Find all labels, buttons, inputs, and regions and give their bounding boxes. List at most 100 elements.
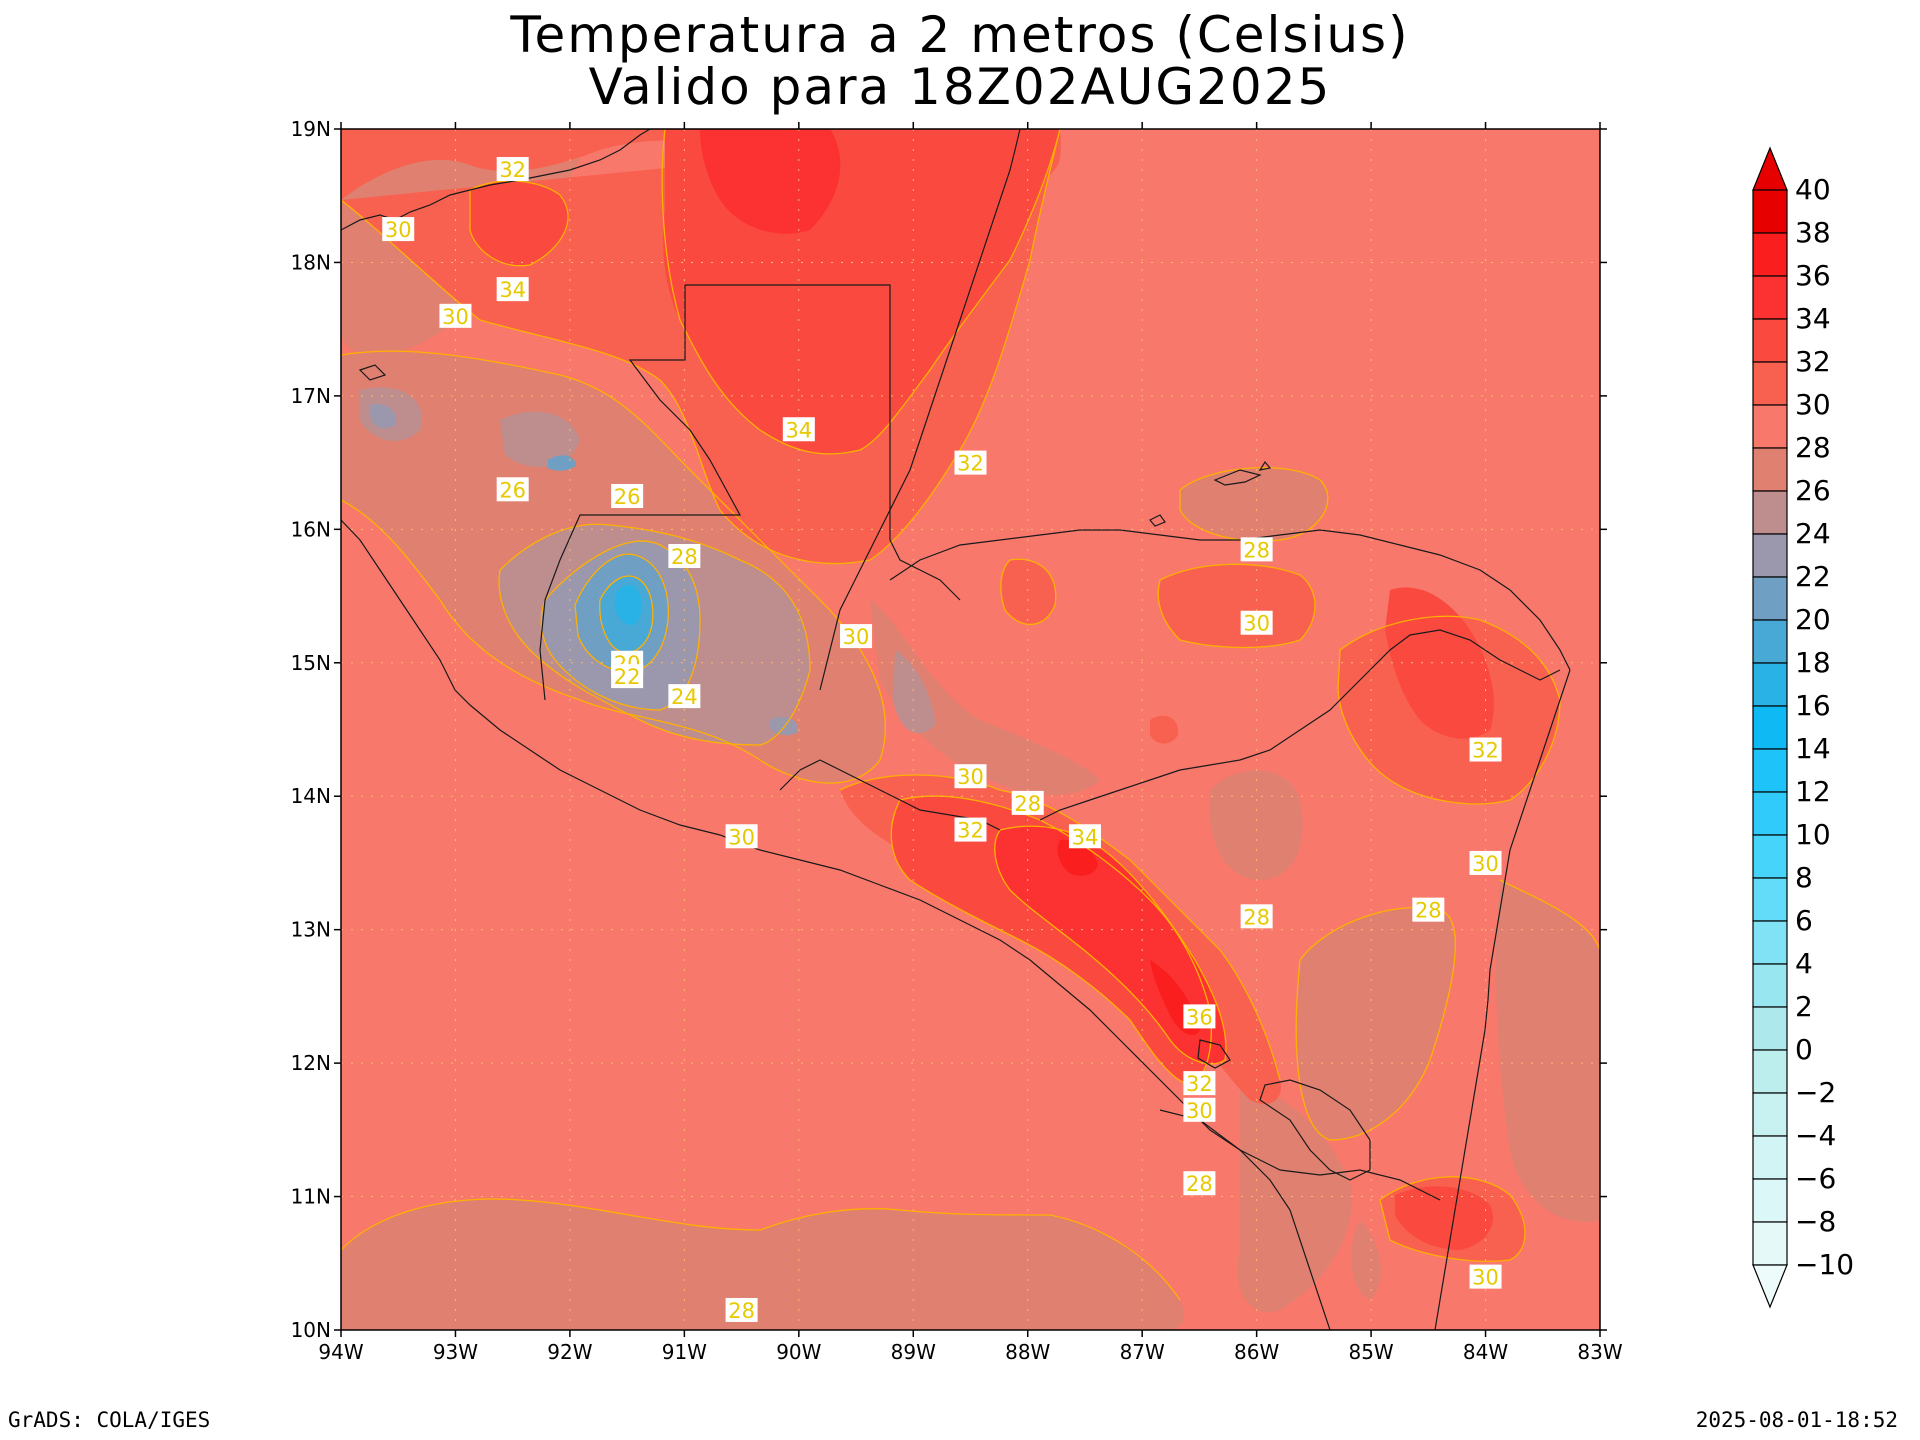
colorbar-label: 8 — [1795, 861, 1813, 894]
x-tick-label: 93W — [433, 1340, 478, 1364]
contour-label-box — [1240, 537, 1273, 562]
contour-label-text: 28 — [1243, 538, 1270, 562]
x-tick-label: 85W — [1348, 1340, 1393, 1364]
x-tick-label: 91W — [662, 1340, 707, 1364]
contour-line — [1499, 879, 1600, 951]
contour-label-box — [725, 1297, 758, 1322]
y-tick-label: 15N — [291, 651, 331, 675]
contour-label: 26 — [611, 483, 644, 509]
colorbar-swatch — [1752, 662, 1788, 707]
temp-region-26-28 — [1237, 1080, 1352, 1312]
contour-line — [839, 774, 1281, 1081]
contour-label: 34 — [782, 417, 815, 442]
contour-label-text: 28 — [1186, 1172, 1213, 1196]
contour-label-text: 28 — [1014, 792, 1041, 816]
coastline — [1434, 669, 1571, 1330]
contour-label: 30 — [840, 624, 873, 649]
temp-region-32-34 — [470, 180, 569, 266]
border — [685, 284, 891, 540]
contour-label-box — [725, 824, 758, 849]
contour-label: 26 — [496, 477, 529, 502]
y-tick-label: 11N — [291, 1185, 331, 1209]
footer-credit: GrADS: COLA/IGES — [8, 1408, 211, 1432]
y-tick-label: 14N — [291, 784, 331, 808]
x-tick-label: 86W — [1234, 1340, 1279, 1364]
contour-label-text: 22 — [614, 665, 641, 689]
contour-label: 32 — [496, 157, 529, 182]
colorbar-swatch — [1752, 877, 1788, 922]
contour-label-text: 30 — [1243, 612, 1270, 636]
colorbar-label: 14 — [1795, 732, 1831, 765]
x-tick-label: 94W — [318, 1340, 363, 1364]
temp-region-26-28 — [1180, 467, 1328, 541]
contour-label-text: 36 — [1186, 1005, 1213, 1029]
contour-label-text: 26 — [499, 478, 526, 502]
contour-label-text: 30 — [442, 305, 469, 329]
coastline — [819, 129, 1021, 691]
contour-label-text: 30 — [385, 218, 412, 242]
contour-line — [1000, 558, 1057, 626]
colorbar-label: 36 — [1795, 259, 1831, 292]
border — [779, 759, 1001, 831]
colorbar-label: 28 — [1795, 431, 1831, 464]
contour-label-text: 28 — [1243, 905, 1270, 929]
colorbar-min-arrow — [1752, 1264, 1788, 1309]
colorbar-label: 4 — [1795, 947, 1813, 980]
contour-label: 30 — [1469, 850, 1502, 876]
y-tick-label: 13N — [291, 918, 331, 942]
colorbar-label: 22 — [1795, 560, 1831, 593]
contour-label: 30 — [1240, 610, 1273, 636]
colorbar-swatch — [1752, 1049, 1788, 1094]
x-tick-label: 89W — [891, 1340, 936, 1364]
temp-region-24-26 — [500, 411, 580, 467]
contour-label: 32 — [1183, 1071, 1216, 1096]
colorbar-label: −8 — [1795, 1205, 1836, 1238]
border — [889, 539, 961, 601]
y-tick-label: 17N — [291, 384, 331, 408]
temp-region-34-36 — [700, 129, 841, 234]
colorbar-label: 34 — [1795, 302, 1831, 335]
colorbar-swatch — [1752, 318, 1788, 363]
contour-line — [661, 129, 1061, 455]
contour-label-box — [1240, 610, 1273, 635]
contour-label-box — [1183, 1004, 1216, 1029]
contour-label: 34 — [496, 277, 529, 302]
contour-label-box — [668, 684, 701, 709]
map-axes: 94W 93W 92W 91W 90W 89W 88W 87W 86W 85W 84W 83W 10N 1… — [291, 117, 1623, 1364]
contour-label: 30 — [1183, 1097, 1216, 1123]
x-tick-label: 90W — [776, 1340, 821, 1364]
contour-label: 22 — [611, 664, 644, 689]
lake-managua — [1197, 1039, 1231, 1069]
temp-region-30-32 — [1150, 715, 1179, 744]
temp-region-32-34 — [1395, 1186, 1494, 1250]
colorbar-label: −4 — [1795, 1119, 1836, 1152]
colorbar-max-arrow — [1752, 146, 1788, 191]
contour-label: 28 — [1240, 537, 1273, 562]
temp-region-26-28 — [1495, 880, 1600, 1222]
temp-region-26-28 — [1209, 770, 1303, 880]
lake-nicaragua — [1259, 1079, 1371, 1181]
temp-region-22-24 — [370, 403, 396, 429]
contour-label-box — [496, 477, 529, 502]
temp-region-20-22 — [548, 455, 576, 471]
contour-label-box — [1469, 1264, 1502, 1289]
contour-label-box — [954, 817, 987, 842]
contour-line — [540, 540, 701, 711]
coastlines-borders — [341, 129, 1571, 1330]
colorbar-swatch — [1752, 1221, 1788, 1266]
x-tick-label: 87W — [1120, 1340, 1165, 1364]
colorbar-swatch — [1752, 404, 1788, 449]
colorbar-swatch — [1752, 1006, 1788, 1051]
contour-line — [498, 523, 811, 746]
lagoon — [358, 364, 387, 381]
temp-region-22-24 — [770, 716, 799, 736]
colorbar-swatch — [1752, 1135, 1788, 1180]
contour-label-box — [1183, 1171, 1216, 1196]
contour-label-box — [1183, 1071, 1216, 1096]
plot-frame — [340, 128, 1601, 1331]
colorbar-swatch — [1752, 576, 1788, 621]
border — [539, 285, 742, 701]
colorbar-swatch — [1752, 1092, 1788, 1137]
island — [1258, 460, 1272, 471]
contour-label-text: 30 — [1472, 852, 1499, 876]
